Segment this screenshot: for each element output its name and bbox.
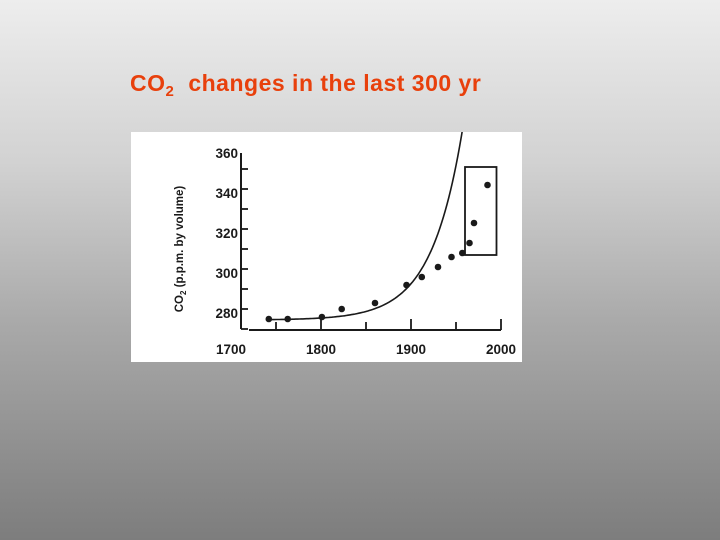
title-rest: changes in the last 300 yr <box>188 70 482 96</box>
title-co: CO <box>130 70 166 96</box>
x-tick-label: 2000 <box>486 342 516 357</box>
trend-curve <box>268 132 463 321</box>
data-point <box>403 281 410 289</box>
data-point <box>434 263 442 271</box>
x-tick-label: 1700 <box>216 342 246 357</box>
co2-chart: 280 300 320 340 360 1700 1800 1900 2000 CO2 (p.p.… <box>174 132 516 357</box>
chart-panel: 280 300 320 340 360 1700 1800 1900 2000 CO2 (p.p.… <box>131 132 522 362</box>
data-point <box>470 219 478 227</box>
data-point <box>318 313 326 321</box>
y-tick-label: 320 <box>215 226 238 241</box>
y-tick-label: 300 <box>215 266 238 281</box>
data-point <box>466 239 473 247</box>
data-point <box>265 315 273 323</box>
title-subscript: 2 <box>165 83 175 100</box>
x-tick-label: 1800 <box>306 342 336 357</box>
data-point <box>448 253 455 261</box>
data-point <box>459 249 466 257</box>
y-tick-label: 280 <box>215 306 238 321</box>
highlight-box <box>464 166 498 256</box>
data-point <box>284 315 291 323</box>
y-tick-label: 340 <box>215 186 238 201</box>
slide-title: CO2 changes in the last 300 yr <box>130 70 481 100</box>
x-tick-label: 1900 <box>396 342 426 357</box>
data-point <box>418 273 426 281</box>
y-tick-label: 360 <box>215 146 238 161</box>
data-point <box>484 181 491 189</box>
data-point <box>371 299 379 307</box>
y-axis-title: CO2 (p.p.m. by volume) <box>174 186 188 313</box>
data-point <box>338 305 345 313</box>
